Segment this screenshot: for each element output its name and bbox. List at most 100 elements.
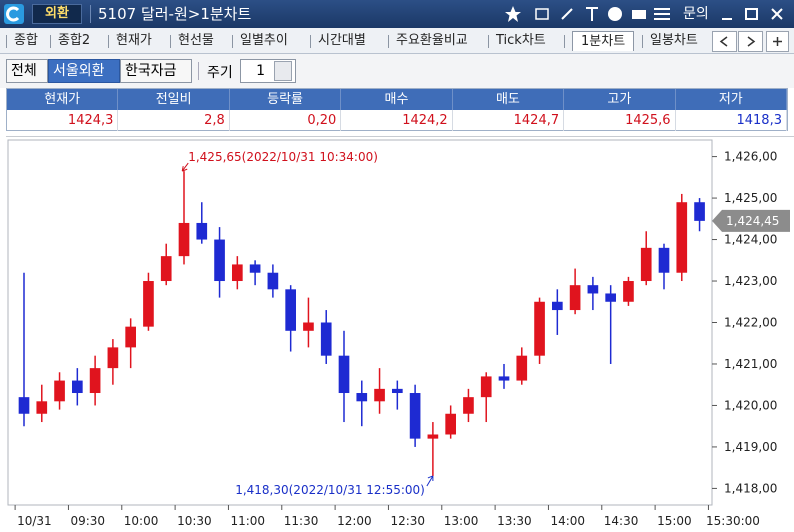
candle-body (587, 285, 599, 294)
y-tick-label: 1,423,00 (724, 274, 777, 288)
x-tick-label: 13:00 (444, 514, 479, 528)
candle-body (18, 397, 30, 414)
period-label: 주기 (207, 65, 233, 81)
x-tick-label: 14:00 (550, 514, 585, 528)
x-tick-label: 11:00 (230, 514, 265, 528)
tab[interactable]: Tick차트 (496, 33, 546, 48)
x-tick-label: 12:00 (337, 514, 372, 528)
candle-body (498, 376, 510, 381)
section-label: 외환 (32, 4, 82, 24)
candle-body (374, 388, 385, 402)
tab[interactable]: 1분차트 (572, 31, 635, 51)
candle-body (480, 376, 492, 398)
candle-body (676, 202, 688, 273)
x-tick-label: 10/31 (17, 514, 52, 528)
quote-value: 1424,3 (7, 110, 119, 131)
window-controls[interactable] (718, 5, 790, 23)
tab[interactable]: 종합 (14, 33, 38, 48)
quote-value: 0,20 (230, 110, 342, 131)
candle-body (89, 368, 101, 394)
tab[interactable]: 현재가 (116, 33, 152, 48)
last-price-tag (712, 209, 790, 232)
tab[interactable]: 주요환율비교 (396, 33, 468, 48)
x-tick-label: 12:30 (390, 514, 425, 528)
candle-body (178, 222, 190, 257)
annotation-arrow (181, 162, 189, 172)
tab[interactable]: 현선물 (178, 33, 214, 48)
quote-header: 고가 (564, 89, 676, 110)
quote-value: 1424,2 (341, 110, 453, 131)
tab-separator (232, 35, 233, 48)
quote-header: 등락률 (229, 89, 342, 110)
y-tick-label: 1,418,00 (724, 481, 777, 495)
period-spinner[interactable] (274, 61, 292, 81)
y-tick-label: 1,419,00 (724, 440, 777, 454)
tab[interactable]: 시간대별 (318, 33, 366, 48)
separator (90, 5, 91, 23)
candle-body (338, 355, 350, 394)
quote-header: 저가 (675, 89, 787, 110)
tab-separator (50, 35, 51, 48)
tool-icons[interactable] (504, 5, 674, 23)
tab-bar: 종합 종합2 현재가 현선물 일별추이 시간대별 주요환율비교 Tick차트 1분차트 일봉차트 (0, 28, 794, 54)
annotation-arrow (426, 475, 434, 487)
candle-body (107, 347, 119, 369)
candle-body (605, 293, 616, 302)
x-tick-label: 14:30 (604, 514, 639, 528)
tab-separator (108, 35, 109, 48)
quote-header: 매수 (341, 89, 453, 110)
quote-value: 1425,6 (564, 110, 676, 131)
chart-panel: 1,418,00 1,419,00 1,420,00 1,421,00 1,422,00… (6, 136, 794, 532)
y-tick-label: 1,424,00 (724, 233, 777, 247)
y-tick-label: 1,420,00 (724, 398, 777, 412)
market-button[interactable]: 한국자금 (120, 59, 192, 83)
x-tick-label: 15:00 (657, 514, 692, 528)
tab-separator (564, 35, 565, 48)
market-button[interactable]: 서울외환 (48, 59, 120, 83)
tab[interactable]: 일별추이 (240, 33, 288, 48)
candle-body (569, 285, 581, 311)
candle-body (232, 264, 243, 282)
candle-body (694, 202, 705, 221)
candle-body (640, 247, 652, 282)
window-title: 5107 달러-원>1분차트 (98, 5, 252, 23)
candle-body (516, 355, 528, 381)
candle-body (160, 256, 172, 282)
candle-body (463, 397, 474, 414)
candle-body (249, 264, 261, 273)
quote-table: 현재가 1424,3 전일비 2,8 등락률 0,20 매수 1424,2 매도 1424,7 고가… (6, 88, 788, 131)
candle-body (409, 393, 421, 439)
candle-body (320, 322, 332, 356)
y-tick-label: 1,425,00 (724, 191, 777, 205)
tab-separator (488, 35, 489, 48)
tab[interactable]: 일봉차트 (650, 33, 698, 48)
last-price-label: 1,424,45 (726, 214, 779, 228)
quote-value: 1424,7 (453, 110, 565, 131)
x-tick-label: 09:30 (70, 514, 105, 528)
tab-nav[interactable] (712, 31, 792, 52)
candle-body (196, 222, 208, 240)
candle-body (267, 272, 279, 290)
candle-body (36, 401, 48, 414)
quote-header: 매도 (452, 89, 565, 110)
tab-separator (170, 35, 171, 48)
quote-header: 현재가 (7, 89, 119, 110)
candle-body (303, 322, 314, 331)
separator (198, 62, 199, 80)
help-label[interactable]: 문의 (683, 6, 709, 22)
quote-value: 1418,3 (676, 110, 787, 131)
chart: 1,418,00 1,419,00 1,420,00 1,421,00 1,422,00… (7, 139, 790, 528)
x-tick-label: 10:30 (177, 514, 212, 528)
candle-body (356, 393, 368, 402)
candle-body (72, 380, 83, 394)
x-tick-label: 15:30:00 (706, 514, 760, 528)
annotation: 1,425,65(2022/10/31 10:34:00) (188, 150, 378, 164)
candle-body (392, 388, 403, 394)
market-button[interactable]: 전체 (6, 59, 48, 83)
tab-separator (388, 35, 389, 48)
title-bar: 외환 5107 달러-원>1분차트 문의 (0, 0, 794, 28)
x-tick-label: 11:30 (284, 514, 319, 528)
tab-separator (642, 35, 643, 48)
tab[interactable]: 종합2 (58, 33, 91, 48)
